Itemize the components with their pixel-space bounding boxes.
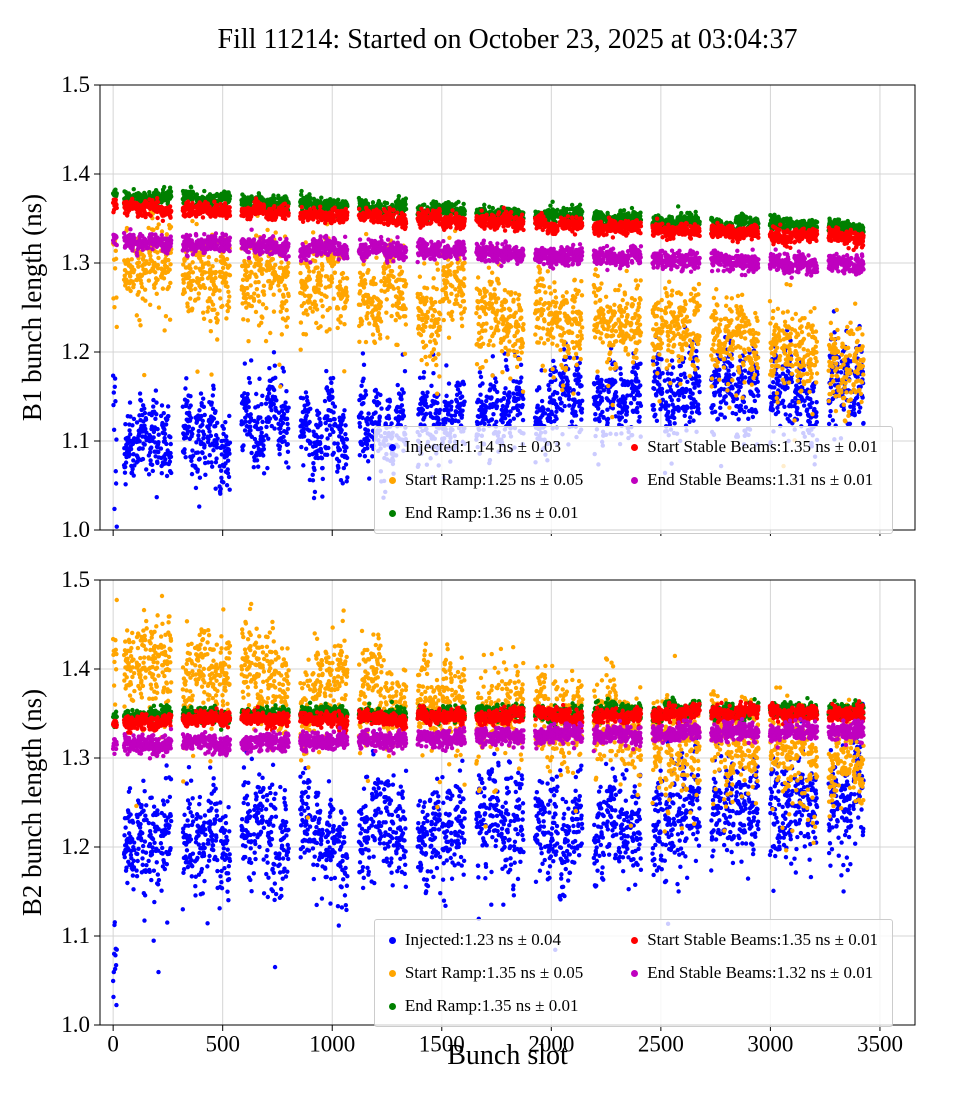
legend-marker-icon	[388, 1002, 396, 1010]
b2-y-axis-label: B2 bunch length (ns)	[17, 688, 47, 917]
legend-item-start-ramp: Start Ramp:1.25 ns ± 0.05	[388, 470, 584, 490]
legend-label: Start Ramp:1.25 ns ± 0.05	[404, 470, 584, 489]
legend-item-end-stable-beams: End Stable Beams:1.31 ns ± 0.01	[631, 470, 878, 490]
legend-marker-icon	[388, 443, 396, 451]
b2-legend: Injected:1.23 ns ± 0.04 Start Ramp:1.35 n…	[373, 919, 893, 1027]
legend-column: Start Stable Beams:1.35 ns ± 0.01 End Sta…	[631, 930, 878, 983]
legend-column: Start Stable Beams:1.35 ns ± 0.01 End Sta…	[631, 437, 878, 490]
legend-item-injected: Injected:1.23 ns ± 0.04	[388, 930, 583, 950]
figure-title: Fill 11214: Started on October 23, 2025 …	[217, 24, 798, 55]
legend-item-end-stable-beams: End Stable Beams:1.32 ns ± 0.01	[631, 963, 878, 983]
legend-item-start-stable-beams: Start Stable Beams:1.35 ns ± 0.01	[631, 437, 878, 457]
b1-legend: Injected:1.14 ns ± 0.03 Start Ramp:1.25 n…	[373, 426, 893, 534]
legend-item-start-ramp: Start Ramp:1.35 ns ± 0.05	[388, 963, 584, 983]
legend-item-end-ramp: End Ramp:1.36 ns ± 0.01	[388, 503, 583, 523]
legend-column: Injected:1.23 ns ± 0.04 Start Ramp:1.35 n…	[388, 930, 584, 1016]
legend-label: End Ramp:1.35 ns ± 0.01	[404, 996, 579, 1015]
legend-label: Injected:1.23 ns ± 0.04	[404, 930, 561, 949]
legend-marker-icon	[388, 509, 396, 517]
legend-label: End Stable Beams:1.31 ns ± 0.01	[647, 470, 874, 489]
legend-label: Start Ramp:1.35 ns ± 0.05	[404, 963, 584, 982]
legend-marker-icon	[631, 936, 639, 944]
legend-column: Injected:1.14 ns ± 0.03 Start Ramp:1.25 n…	[388, 437, 584, 523]
b1-y-axis-label: B1 bunch length (ns)	[17, 193, 47, 422]
legend-label: Injected:1.14 ns ± 0.03	[404, 437, 561, 456]
legend-marker-icon	[631, 969, 639, 977]
legend-marker-icon	[631, 443, 639, 451]
legend-marker-icon	[388, 969, 396, 977]
legend-item-end-ramp: End Ramp:1.35 ns ± 0.01	[388, 996, 583, 1016]
legend-label: End Ramp:1.36 ns ± 0.01	[404, 503, 579, 522]
legend-marker-icon	[631, 476, 639, 484]
legend-label: End Stable Beams:1.32 ns ± 0.01	[647, 963, 874, 982]
x-axis-label: Bunch slot	[447, 1040, 568, 1071]
legend-marker-icon	[388, 476, 396, 484]
legend-marker-icon	[388, 936, 396, 944]
legend-item-start-stable-beams: Start Stable Beams:1.35 ns ± 0.01	[631, 930, 878, 950]
legend-item-injected: Injected:1.14 ns ± 0.03	[388, 437, 583, 457]
legend-label: Start Stable Beams:1.35 ns ± 0.01	[647, 437, 878, 456]
legend-label: Start Stable Beams:1.35 ns ± 0.01	[647, 930, 878, 949]
